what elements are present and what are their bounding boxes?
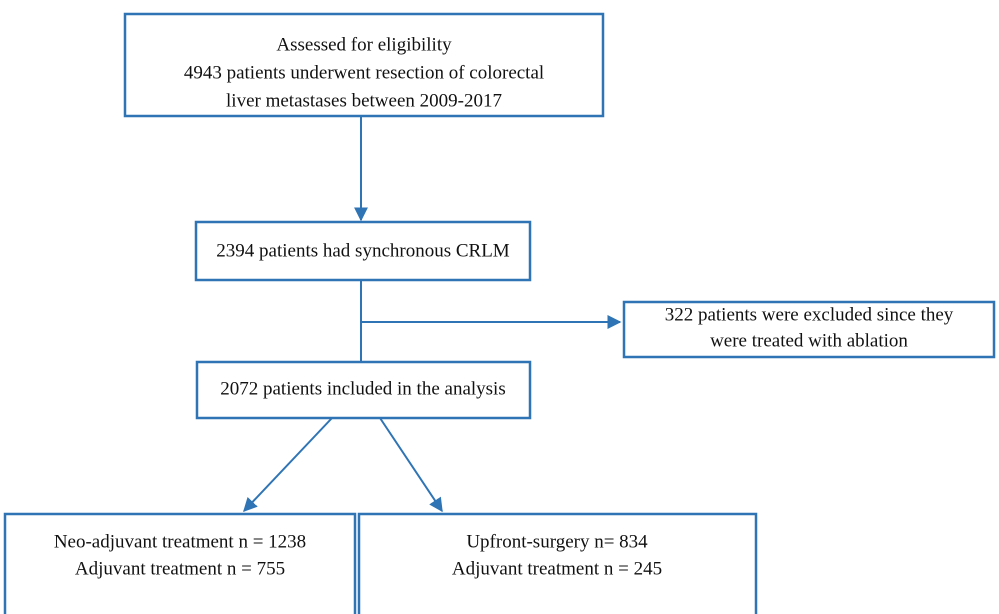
node-text: Assessed for eligibility [276, 34, 452, 55]
arrow [379, 417, 443, 513]
node-box [123, 12, 605, 118]
node-box [622, 300, 996, 359]
node-text: were treated with ablation [710, 330, 908, 351]
node-text: liver metastases between 2009-2017 [226, 90, 502, 111]
boxes: Assessed for eligibility 4943 patients u… [3, 12, 996, 614]
node-text: Adjuvant treatment n = 245 [452, 558, 662, 579]
arrow [243, 417, 333, 513]
node-text: Adjuvant treatment n = 755 [75, 558, 285, 579]
node-text: 2072 patients included in the analysis [220, 378, 505, 399]
node-box [195, 360, 532, 420]
node-text: Neo-adjuvant treatment n = 1238 [54, 531, 306, 552]
node-box [3, 512, 357, 614]
node-text: Upfront-surgery n= 834 [466, 531, 648, 552]
node-box [357, 512, 758, 614]
edges [243, 116, 622, 513]
node-text: 2394 patients had synchronous CRLM [216, 240, 510, 261]
node-box [194, 220, 532, 282]
node-text: 4943 patients underwent resection of col… [184, 62, 544, 83]
node-text: 322 patients were excluded since they [665, 304, 954, 325]
